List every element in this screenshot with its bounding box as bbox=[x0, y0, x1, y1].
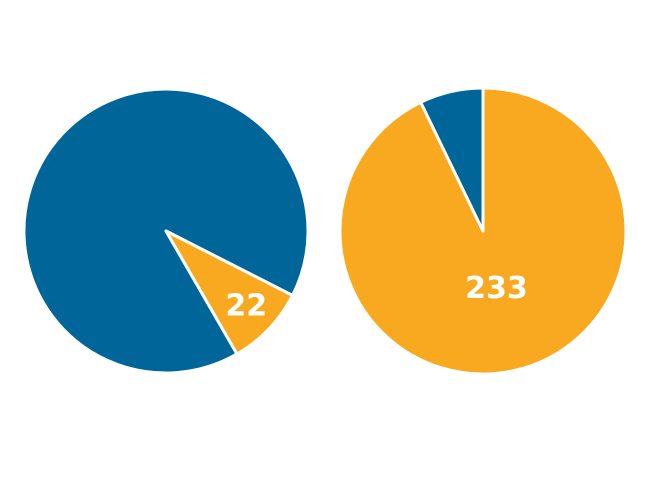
pie-1-slice-1 bbox=[419, 86, 485, 233]
pie-chart-left: 22 bbox=[22, 87, 310, 375]
pie-chart-right: 233 bbox=[338, 86, 628, 376]
pie-0-slice-1-label: 22 bbox=[225, 289, 267, 324]
pie-0-slice-1 bbox=[164, 229, 295, 356]
pie-1-slice-0-label: 233 bbox=[465, 271, 528, 306]
